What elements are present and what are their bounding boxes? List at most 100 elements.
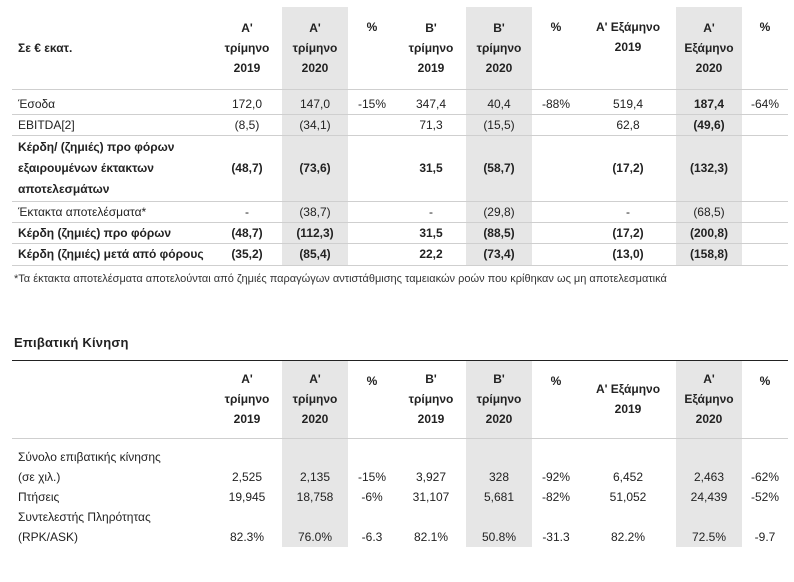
col-q2-2020: Β' τρίμηνο 2020 (466, 7, 532, 90)
row-label: Έσοδα (12, 89, 212, 115)
cell: 519,4 (580, 89, 676, 115)
cell: -92% (541, 469, 570, 484)
cell: (17,2) (580, 222, 676, 244)
cell: (158,8) (676, 243, 742, 266)
col-q2-2020: Β' τρίμηνο 2020 (466, 359, 532, 439)
cell (532, 201, 580, 223)
cell: (8,5) (212, 114, 282, 136)
col-h1-pct: % (742, 7, 788, 90)
row-label: Κέρδη/ (ζημιές) προ φόρων εξαιρουμένων έ… (12, 135, 212, 202)
cell: (35,2) (212, 243, 282, 266)
col-h1-2020: Α' Εξάμηνο 2020 (676, 7, 742, 90)
cell: - (396, 201, 466, 223)
col-q2-2019: Β' τρίμηνο 2019 (396, 7, 466, 90)
cell: 2,525 (231, 469, 263, 484)
cell: (15,5) (466, 114, 532, 136)
cell: (17,2) (580, 135, 676, 202)
col-q1-pct: % (348, 359, 396, 439)
cell: -6% (361, 489, 383, 504)
col-q1-2019: Α' τρίμηνο 2019 (212, 7, 282, 90)
cell: 328 (466, 438, 532, 487)
cell: 24,439 (676, 486, 742, 507)
cell: 347,4 (396, 89, 466, 115)
footnote: *Τα έκτακτα αποτελέσματα αποτελούνται απ… (14, 272, 667, 285)
cell (348, 114, 396, 136)
table-row: Σύνολο επιβατικής κίνησης (σε χιλ.) 2,525… (12, 438, 788, 487)
cell: 2,463 (676, 438, 742, 487)
cell (742, 222, 788, 244)
cell: - (580, 201, 676, 223)
cell: -6.3 (361, 529, 383, 544)
cell: -15% (357, 469, 386, 484)
cell: (29,8) (466, 201, 532, 223)
cell: (73,6) (282, 135, 348, 202)
table-header-row: Σε € εκατ. Α' τρίμηνο 2019 Α' τρίμηνο 2020 %… (12, 7, 788, 90)
cell: (13,0) (580, 243, 676, 266)
cell: -31.3 (542, 529, 570, 544)
header-blank (12, 359, 212, 439)
table-row: Κέρδη (ζημιές) προ φόρων (48,7) (112,3) … (12, 222, 788, 244)
cell: 18,758 (282, 486, 348, 507)
cell: (34,1) (282, 114, 348, 136)
cell: (88,5) (466, 222, 532, 244)
table-row: Έσοδα 172,0 147,0 -15% 347,4 40,4 -88% 5… (12, 89, 788, 115)
cell: (73,4) (466, 243, 532, 266)
section-title: Επιβατική Κίνηση (14, 334, 129, 350)
cell: 71,3 (396, 114, 466, 136)
cell: (58,7) (466, 135, 532, 202)
cell (348, 201, 396, 223)
cell: 82.3% (229, 529, 265, 544)
cell: (68,5) (676, 201, 742, 223)
table-row: Κέρδη (ζημιές) μετά από φόρους (35,2) (8… (12, 243, 788, 266)
cell (532, 243, 580, 266)
row-label: Σύνολο επιβατικής κίνησης (σε χιλ.) (18, 449, 161, 484)
cell: 22,2 (396, 243, 466, 266)
cell: 31,107 (412, 489, 450, 504)
cell (742, 135, 788, 202)
cell (742, 243, 788, 266)
cell: 3,927 (415, 469, 447, 484)
col-q2-2019: Β' τρίμηνο 2019 (396, 359, 466, 439)
table-row: Πτήσεις 19,945 18,758 -6% 31,107 5,681 -… (12, 486, 788, 507)
cell: 172,0 (212, 89, 282, 115)
cell: (48,7) (212, 222, 282, 244)
cell: -62% (750, 469, 779, 484)
row-label: EBITDA[2] (12, 114, 212, 136)
cell: (49,6) (676, 114, 742, 136)
col-q2-pct: % (532, 359, 580, 439)
cell: 5,681 (466, 486, 532, 507)
row-label: Πτήσεις (18, 489, 60, 504)
cell: 31,5 (396, 222, 466, 244)
cell: (38,7) (282, 201, 348, 223)
col-q1-2020: Α' τρίμηνο 2020 (282, 359, 348, 439)
cell: 19,945 (228, 489, 266, 504)
cell: 50.8% (466, 506, 532, 547)
cell: (112,3) (282, 222, 348, 244)
report-content: Σε € εκατ. Α' τρίμηνο 2019 Α' τρίμηνο 2020 %… (12, 7, 788, 547)
cell (742, 201, 788, 223)
cell (348, 222, 396, 244)
col-h1-2019: Α' Εξάμηνο 2019 (580, 359, 676, 439)
cell: 40,4 (466, 89, 532, 115)
cell (532, 114, 580, 136)
cell: 147,0 (282, 89, 348, 115)
cell: 2,135 (282, 438, 348, 487)
col-q1-2019: Α' τρίμηνο 2019 (212, 359, 282, 439)
table-row: Κέρδη/ (ζημιές) προ φόρων εξαιρουμένων έ… (12, 135, 788, 202)
col-q1-2020: Α' τρίμηνο 2020 (282, 7, 348, 90)
cell: 31,5 (396, 135, 466, 202)
col-h1-pct: % (742, 359, 788, 439)
cell (348, 243, 396, 266)
row-label: Κέρδη (ζημιές) προ φόρων (12, 222, 212, 244)
col-q1-pct: % (348, 7, 396, 90)
cell: 82.1% (413, 529, 449, 544)
cell: -9.7 (754, 529, 776, 544)
col-q2-pct: % (532, 7, 580, 90)
col-h1-2020: Α' Εξάμηνο 2020 (676, 359, 742, 439)
row-label: Συντελεστής Πληρότητας (RPK/ASK) (18, 509, 151, 544)
row-label: Έκτακτα αποτελέσματα* (12, 201, 212, 223)
row-label: Κέρδη (ζημιές) μετά από φόρους (12, 243, 212, 266)
cell (742, 114, 788, 136)
cell (348, 135, 396, 202)
table-row: Έκτακτα αποτελέσματα* - (38,7) - (29,8) … (12, 201, 788, 223)
